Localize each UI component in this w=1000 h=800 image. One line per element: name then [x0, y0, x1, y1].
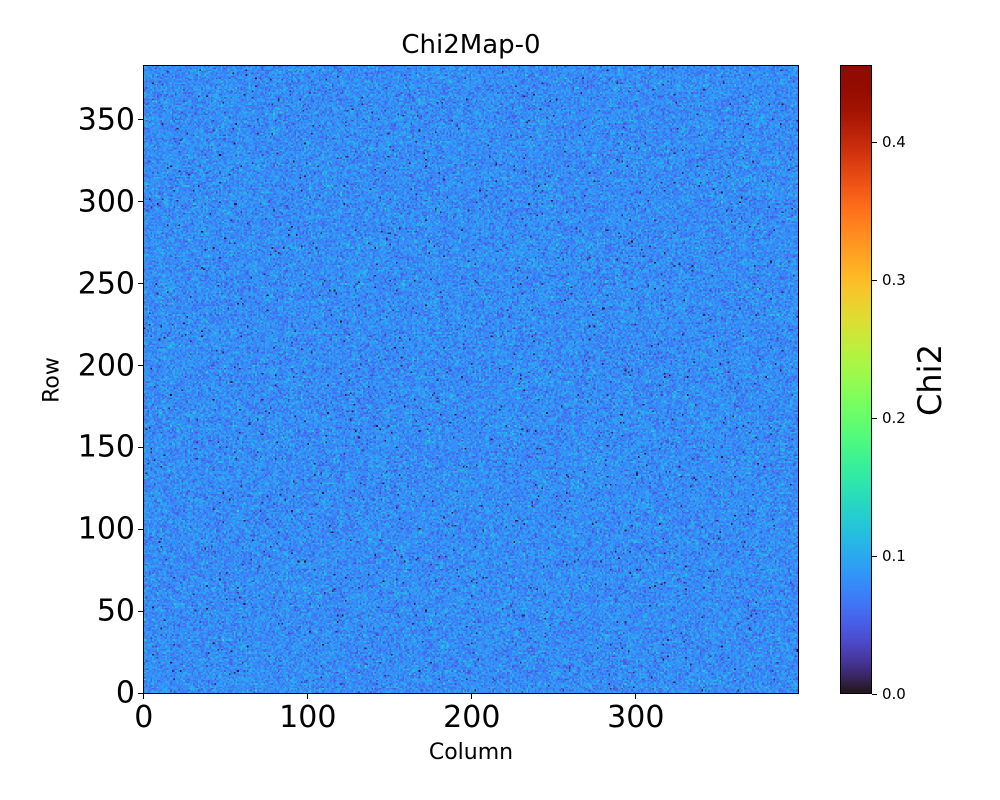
- y-tick-label: 200: [77, 348, 135, 384]
- y-tick-mark: [138, 446, 143, 448]
- colorbar-tick-label: 0.2: [882, 409, 906, 428]
- y-axis-label: Row: [39, 357, 65, 403]
- x-tick-mark: [307, 694, 309, 699]
- y-tick-label: 350: [77, 102, 135, 138]
- x-tick-label: 200: [443, 700, 501, 735]
- y-tick-label: 150: [77, 429, 135, 465]
- y-tick-mark: [138, 365, 143, 367]
- x-axis-label: Column: [428, 740, 514, 765]
- y-tick-mark: [138, 119, 143, 121]
- colorbar-tick-label: 0.1: [882, 547, 906, 566]
- y-tick-label: 100: [77, 511, 135, 547]
- y-tick-mark: [138, 692, 143, 694]
- heatmap-image: [144, 66, 798, 693]
- x-tick-label: 0: [134, 700, 154, 735]
- colorbar-tick-mark: [872, 141, 877, 143]
- heatmap-plot-area: [143, 65, 799, 694]
- chart-title: Chi2Map-0: [401, 30, 541, 60]
- y-tick-mark: [138, 283, 143, 285]
- y-tick-mark: [138, 610, 143, 612]
- x-tick-mark: [143, 694, 145, 699]
- x-tick-mark: [471, 694, 473, 699]
- colorbar-tick-mark: [872, 693, 877, 695]
- colorbar-tick-mark: [872, 555, 877, 557]
- colorbar-label: Chi2: [911, 344, 949, 416]
- colorbar-tick-mark: [872, 417, 877, 419]
- colorbar-tick-mark: [872, 279, 877, 281]
- colorbar: [840, 65, 872, 694]
- x-tick-mark: [635, 694, 637, 699]
- y-tick-label: 300: [77, 184, 135, 220]
- y-tick-mark: [138, 201, 143, 203]
- y-tick-label: 0: [115, 675, 135, 711]
- colorbar-tick-label: 0.3: [882, 271, 906, 290]
- colorbar-tick-label: 0.4: [882, 133, 906, 152]
- y-tick-label: 250: [77, 266, 135, 302]
- x-tick-label: 100: [279, 700, 337, 735]
- colorbar-gradient: [841, 66, 871, 693]
- x-tick-label: 300: [607, 700, 665, 735]
- y-tick-mark: [138, 528, 143, 530]
- colorbar-tick-label: 0.0: [882, 685, 906, 703]
- y-tick-label: 50: [96, 593, 135, 629]
